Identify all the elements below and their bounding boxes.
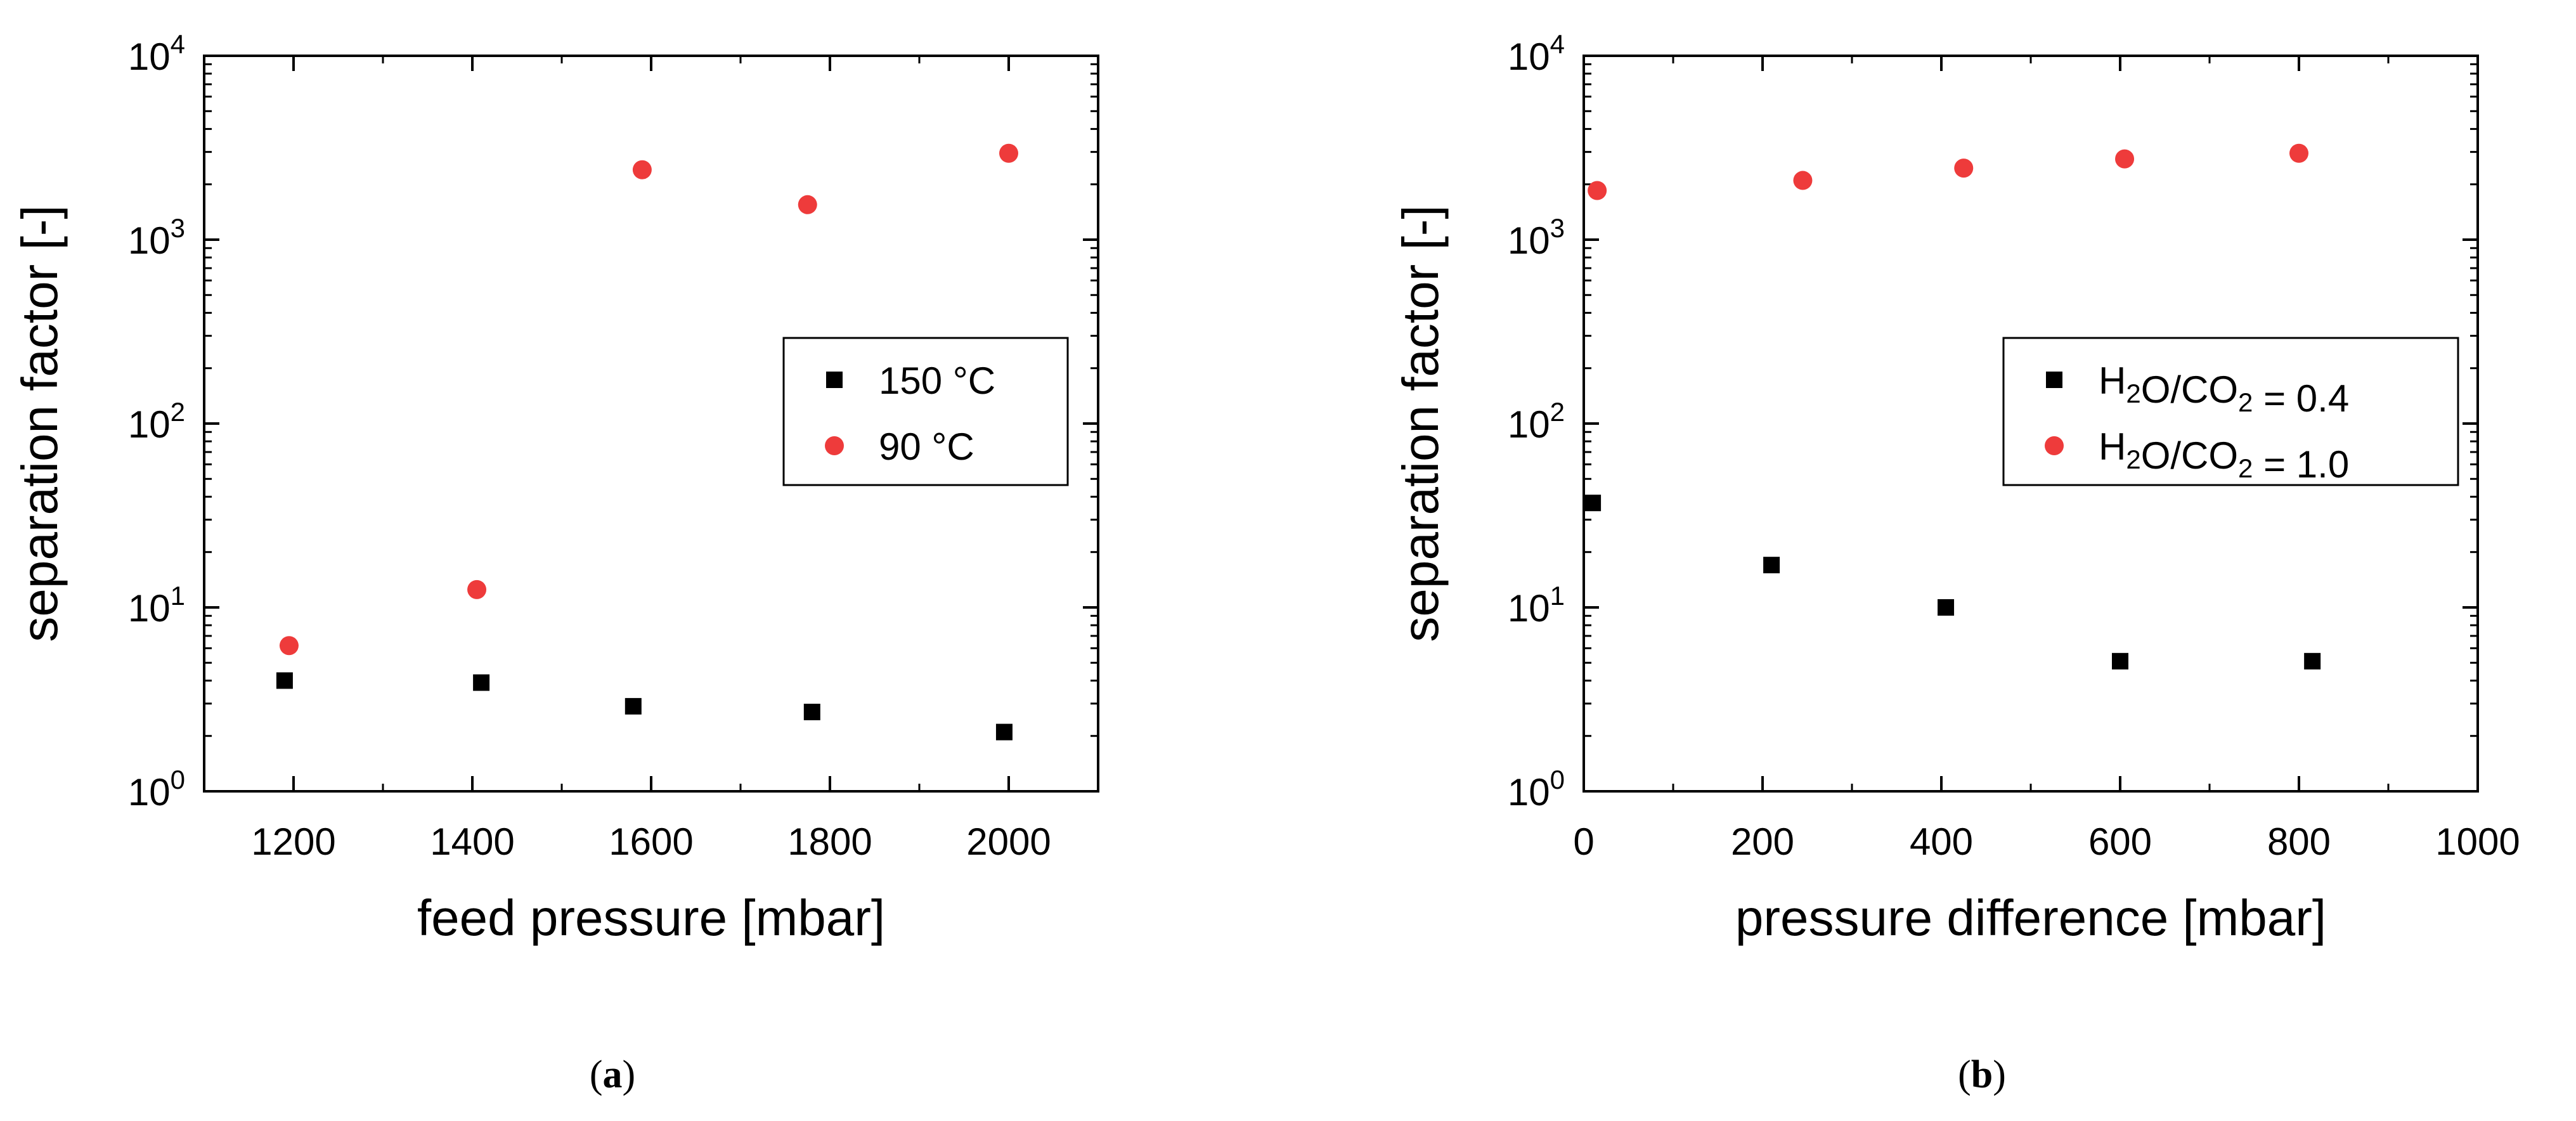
data-point-circle (467, 580, 487, 599)
data-point-square (2304, 652, 2321, 670)
y-tick-label: 101 (1508, 581, 1565, 630)
legend-subscript: 2 (2238, 387, 2253, 417)
legend-text-part: H (2099, 360, 2126, 402)
legend-label: H2O/CO2 = 0.4 (2099, 360, 2349, 420)
legend-label: H2O/CO2 = 1.0 (2099, 425, 2349, 486)
y-tick-base: 10 (128, 771, 171, 813)
data-point-square (2112, 652, 2128, 670)
y-tick-base: 10 (1508, 587, 1550, 630)
data-point-circle (1954, 159, 1974, 178)
legend-subscript: 2 (2238, 453, 2253, 483)
y-tick-label: 104 (1508, 29, 1565, 78)
x-tick-label: 0 (1573, 820, 1594, 863)
legend-text-part: O/CO (2141, 368, 2238, 411)
y-tick-base: 10 (1508, 771, 1550, 813)
y-tick-exponent: 3 (171, 213, 185, 243)
y-tick-exponent: 0 (1550, 765, 1565, 794)
data-point-square (1584, 495, 1602, 512)
y-tick-base: 10 (128, 403, 171, 446)
legend-subscript: 2 (2126, 379, 2140, 408)
y-tick-exponent: 0 (171, 765, 185, 794)
y-tick-base: 10 (128, 219, 171, 262)
x-tick-label: 1400 (430, 820, 514, 863)
y-tick-exponent: 3 (1550, 213, 1565, 243)
caption-paren-close: ) (1993, 1053, 2006, 1096)
y-tick-exponent: 4 (1550, 29, 1565, 59)
data-point-circle (2289, 143, 2308, 163)
data-point-circle (1588, 181, 1607, 200)
data-point-circle (2115, 149, 2135, 169)
data-point-circle (999, 143, 1018, 163)
caption-paren-close: ) (623, 1053, 636, 1096)
y-tick-exponent: 1 (171, 581, 185, 611)
y-tick-label: 104 (128, 29, 185, 78)
data-point-square (1763, 557, 1780, 574)
caption-letter: b (1971, 1053, 1993, 1096)
caption-letter: a (603, 1053, 623, 1096)
data-point-square (625, 697, 642, 715)
y-tick-label: 103 (128, 213, 185, 262)
y-tick-label: 100 (1508, 765, 1565, 813)
x-tick-label: 1600 (609, 820, 693, 863)
y-tick-base: 10 (128, 587, 171, 630)
data-point-circle (1793, 171, 1813, 190)
x-tick-label: 1200 (251, 820, 335, 863)
y-axis-label: separation factor [-] (1392, 205, 1449, 642)
legend-text-part: 150 °C (879, 360, 995, 402)
caption-paren-open: ( (590, 1053, 603, 1096)
data-point-square (276, 672, 293, 689)
legend-box (2002, 337, 2459, 486)
data-point-square (1938, 599, 1955, 616)
legend-text-part: H (2099, 425, 2126, 468)
y-tick-label: 103 (1508, 213, 1565, 262)
x-tick-label: 1800 (787, 820, 872, 863)
x-tick-label: 400 (1910, 820, 1973, 863)
x-tick-label: 2000 (966, 820, 1051, 863)
x-axis-label: pressure difference [mbar] (1735, 890, 2326, 946)
y-tick-label: 101 (128, 581, 185, 630)
y-tick-exponent: 1 (1550, 581, 1565, 611)
legend-text-part: = 0.4 (2253, 377, 2349, 420)
data-point-circle (632, 160, 652, 179)
y-tick-label: 100 (128, 765, 185, 813)
legend-marker-circle (825, 436, 844, 455)
y-tick-label: 102 (128, 397, 185, 446)
panel-caption: (a) (590, 1053, 635, 1096)
x-tick-label: 800 (2267, 820, 2331, 863)
legend-box (782, 337, 1069, 486)
y-axis-label: separation factor [-] (11, 205, 68, 642)
y-tick-base: 10 (1508, 403, 1550, 446)
legend-label: 150 °C (879, 360, 995, 402)
data-point-circle (279, 636, 299, 656)
legend-text-part: O/CO (2141, 434, 2238, 477)
x-axis-label: feed pressure [mbar] (417, 890, 885, 946)
caption-paren-open: ( (1958, 1053, 1971, 1096)
legend-label: 90 °C (879, 425, 974, 468)
data-point-square (803, 703, 820, 720)
y-tick-base: 10 (1508, 36, 1550, 78)
panel-b: 0 200 400 600 800 1000100101102103104pressure… (1392, 29, 2520, 1096)
data-point-circle (798, 195, 817, 214)
data-point-square (473, 674, 490, 691)
y-tick-label: 102 (1508, 397, 1565, 446)
y-tick-exponent: 4 (171, 29, 185, 59)
legend-text-part: = 1.0 (2253, 443, 2349, 486)
y-tick-base: 10 (128, 36, 171, 78)
y-tick-base: 10 (1508, 219, 1550, 262)
legend-subscript: 2 (2126, 444, 2140, 474)
panel-caption: (b) (1958, 1053, 2006, 1096)
data-point-square (995, 723, 1013, 741)
legend-marker-square (826, 372, 843, 388)
x-tick-label: 1000 (2435, 820, 2520, 863)
y-tick-exponent: 2 (1550, 397, 1565, 427)
panel-a: 1200 1400 1600 1800 2000100101102103104feed … (11, 29, 1099, 1096)
legend-marker-circle (2045, 436, 2064, 455)
legend-marker-square (2046, 372, 2062, 388)
legend-text-part: 90 °C (879, 425, 974, 468)
x-tick-label: 600 (2088, 820, 2152, 863)
y-tick-exponent: 2 (171, 397, 185, 427)
x-tick-label: 200 (1731, 820, 1794, 863)
